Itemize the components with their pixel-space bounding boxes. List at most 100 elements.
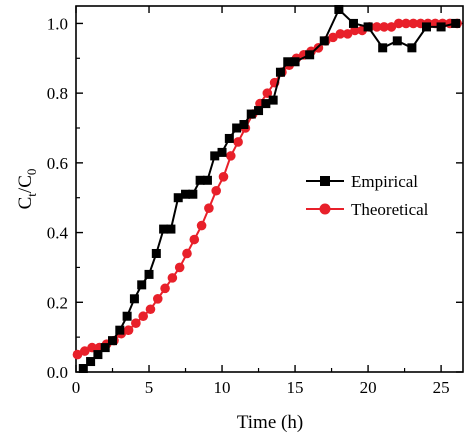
data-point-empirical [348,18,358,28]
data-point-theoretical [335,29,346,39]
data-point-empirical [86,357,96,367]
data-point-empirical [334,4,344,14]
data-point-theoretical [408,18,419,29]
data-point-empirical [407,43,417,53]
x-tick-label: 5 [145,378,154,397]
data-point-theoretical [189,234,200,245]
data-point-empirical [421,22,431,32]
data-point-empirical [290,57,300,67]
y-axis-label: Ct/C0 [15,169,39,210]
data-point-theoretical [393,18,404,29]
data-point-theoretical [145,304,156,315]
y-axis-label-mid: /C [15,175,36,193]
data-point-empirical [275,67,285,77]
data-point-empirical [173,193,183,203]
data-point-theoretical [79,346,90,356]
data-point-empirical [436,22,446,32]
data-point-theoretical [174,262,185,273]
legend-marker-empirical [320,176,330,186]
data-point-empirical [159,224,169,234]
data-point-empirical [188,189,198,199]
data-point-empirical [254,106,264,116]
y-tick-label: 0.6 [47,154,68,173]
y-tick-label: 0.2 [47,293,68,312]
data-point-empirical [129,294,139,304]
data-point-theoretical [372,22,382,32]
data-point-theoretical [160,283,170,294]
data-point-theoretical [72,349,83,360]
data-point-empirical [378,43,388,53]
data-point-theoretical [167,273,178,283]
data-point-empirical [451,18,461,28]
data-point-empirical [224,133,234,143]
data-point-empirical [195,175,205,185]
data-point-theoretical [152,294,163,304]
legend-label-empirical: Empirical [351,172,418,191]
legend: Empirical Theoretical [306,172,429,219]
legend-label-theoretical: Theoretical [351,200,429,219]
y-axis-label-sub-0: 0 [24,169,39,176]
data-point-empirical [166,224,176,234]
series-layer [72,4,462,374]
y-tick-label: 1.0 [47,14,68,33]
data-point-empirical [210,151,220,161]
legend-marker-theoretical [319,203,331,215]
data-point-theoretical [328,32,338,43]
data-point-empirical [100,343,110,353]
x-tick-label: 25 [433,378,450,397]
x-tick-label: 10 [214,378,231,397]
data-point-empirical [268,95,278,105]
data-point-empirical [232,123,242,133]
x-axis-label: Time (h) [237,412,303,433]
data-point-theoretical [233,137,243,147]
data-point-empirical [261,99,271,109]
data-point-empirical [115,325,125,335]
data-point-theoretical [204,203,214,213]
data-point-theoretical [131,318,141,329]
series-empirical [78,4,461,374]
y-tick-label: 0.0 [47,363,68,382]
y-tick-label: 0.8 [47,84,68,103]
data-point-empirical [151,248,161,258]
data-point-theoretical [386,22,397,32]
data-point-theoretical [350,25,360,36]
data-point-theoretical [342,29,353,39]
x-tick-label: 15 [287,378,304,397]
data-point-theoretical [226,151,236,161]
y-axis-ticks: 0.0 0.2 0.4 0.6 0.8 1.0 [47,14,463,382]
x-tick-label: 0 [72,378,81,397]
data-point-empirical [319,36,329,46]
data-point-theoretical [218,172,229,182]
y-axis-label-sub-t: t [24,193,39,197]
data-point-empirical [305,50,315,60]
data-point-theoretical [262,88,273,98]
data-point-theoretical [401,18,411,29]
data-point-empirical [122,311,132,321]
y-axis-label-c: C [15,197,36,210]
plot-frame [75,5,464,373]
data-point-empirical [246,109,256,119]
data-point-empirical [137,280,147,290]
x-tick-label: 20 [360,378,377,397]
data-point-empirical [217,147,227,157]
data-point-empirical [93,350,103,360]
data-point-empirical [144,269,154,279]
legend-entry-theoretical: Theoretical [306,200,429,219]
data-point-empirical [283,57,293,67]
data-point-theoretical [196,220,207,231]
data-point-empirical [108,336,118,346]
data-point-theoretical [211,185,221,196]
data-point-empirical [239,120,249,130]
data-point-theoretical [182,248,192,259]
data-point-theoretical [379,22,389,32]
data-point-theoretical [87,342,97,353]
data-point-empirical [363,22,373,32]
data-point-empirical [78,364,88,374]
data-point-theoretical [123,325,134,335]
legend-entry-empirical: Empirical [306,172,418,191]
data-point-empirical [181,189,191,199]
data-point-empirical [202,175,212,185]
y-tick-label: 0.4 [47,224,69,243]
data-point-empirical [392,36,402,46]
